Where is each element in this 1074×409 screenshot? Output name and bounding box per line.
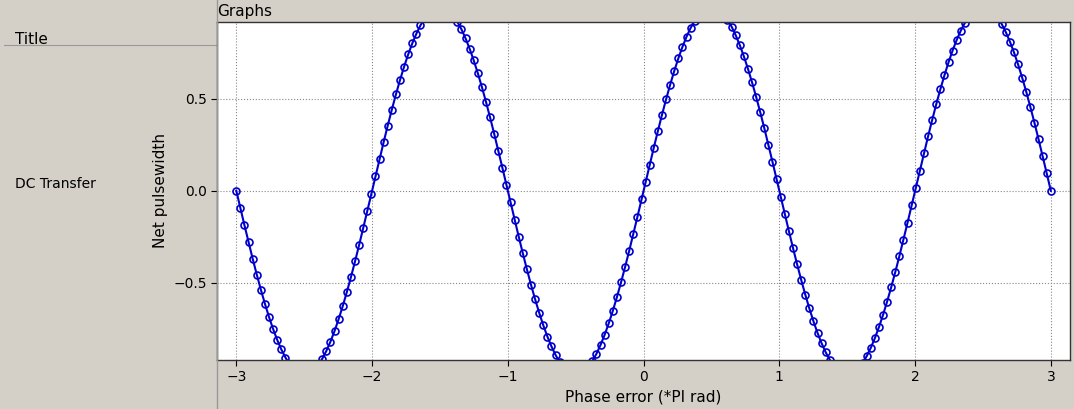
Text: Graphs: Graphs	[217, 4, 273, 19]
Text: Title: Title	[15, 32, 47, 47]
X-axis label: Phase error (*PI rad): Phase error (*PI rad)	[565, 390, 722, 405]
Text: DC Transfer: DC Transfer	[15, 177, 96, 191]
Y-axis label: Net pulsewidth: Net pulsewidth	[153, 133, 168, 248]
